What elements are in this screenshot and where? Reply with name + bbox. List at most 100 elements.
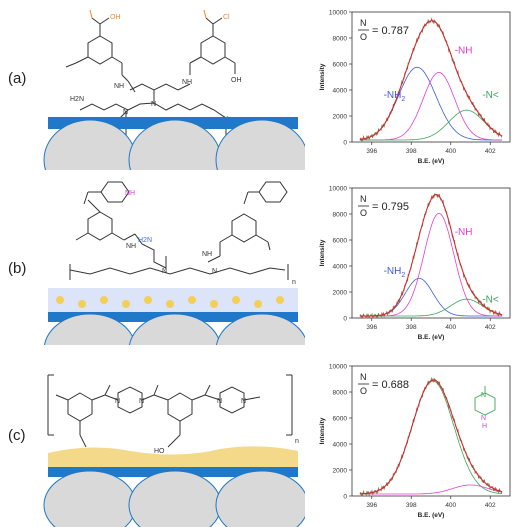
x-tick-label: 402 (485, 324, 496, 331)
substrate-bead-c2 (128, 470, 222, 527)
envelope-fit-curve (359, 20, 503, 140)
peak-label: -NH2 (384, 90, 406, 103)
x-axis-label: B.E. (eV) (418, 512, 445, 519)
x-axis-label: B.E. (eV) (418, 334, 445, 341)
y-tick-label: 4000 (333, 88, 348, 95)
peak-curve (359, 484, 503, 495)
x-tick-label: 398 (406, 324, 417, 331)
piperazine-inset-icon (474, 386, 496, 416)
y-tick-label: 8000 (333, 212, 348, 219)
x-tick-label: 398 (406, 502, 417, 509)
n-label-c3: N (217, 398, 222, 405)
peak-label: -NH2 (384, 266, 406, 279)
n-label-b1: N (162, 268, 167, 275)
ratio-numerator: N (360, 372, 367, 382)
x-tick-label: 402 (485, 148, 496, 155)
ratio-value: = 0.688 (372, 379, 409, 391)
x-tick-label: 396 (366, 324, 377, 331)
substrate-bead-b1 (43, 313, 137, 345)
x-tick-label: 398 (406, 148, 417, 155)
y-tick-label: 4000 (333, 264, 348, 271)
h2n-label: H2N (70, 96, 84, 103)
y-axis-label: Intensity (319, 239, 326, 266)
oh-label-right: OH (231, 77, 242, 84)
x-tick-label: 400 (445, 502, 456, 509)
oh-label-orange: OH (110, 14, 121, 21)
x-tick-label: 396 (366, 148, 377, 155)
h2n-label-blue: H2N (138, 237, 152, 244)
y-tick-label: 2000 (333, 290, 348, 297)
n-label-b2: N (212, 268, 217, 275)
nh-label-right: NH (182, 79, 192, 86)
benzene-ring-b-right (231, 213, 257, 243)
y-tick-label: 6000 (333, 62, 348, 69)
plot-frame (351, 187, 511, 319)
panel-label-b: (b) (8, 260, 27, 277)
y-tick-label: 10000 (329, 10, 347, 17)
plot-frame (351, 11, 511, 143)
inset-h-label: H (482, 423, 487, 430)
y-axis-label: Intensity (319, 63, 326, 90)
nh-label-chain: NH (126, 243, 136, 250)
x-tick-label: 400 (445, 324, 456, 331)
nh-label-left: NH (114, 83, 124, 90)
y-tick-label: 0 (343, 316, 347, 323)
y-tick-label: 8000 (333, 390, 348, 397)
ratio-numerator: N (360, 18, 367, 28)
nh-label-chain-right: NH (202, 251, 212, 258)
repeat-subscript-b: n (292, 279, 296, 286)
y-tick-label: 2000 (333, 468, 348, 475)
ratio-value: = 0.787 (372, 25, 409, 37)
n-label-c4: N (241, 398, 246, 405)
piperazine-ring-c2 (219, 386, 245, 414)
y-tick-label: 6000 (333, 416, 348, 423)
benzene-ring-c1 (67, 392, 93, 422)
schematic-c: N N N N HO n (43, 374, 305, 527)
y-tick-label: 0 (343, 140, 347, 147)
schematic-a: OH Cl OH NH NH H2N N N N (43, 9, 305, 170)
peak-label: -N< (482, 294, 499, 305)
repeat-subscript-c: n (295, 438, 299, 445)
benzene-ring-left (65, 17, 136, 93)
x-tick-label: 402 (485, 502, 496, 509)
substrate-bead-b2 (128, 313, 222, 345)
panel-label-a: (a) (8, 70, 27, 87)
inset-n-label: N (481, 392, 486, 399)
benzene-ring-right (189, 17, 236, 75)
inset-n-label: N (481, 415, 486, 422)
ratio-denominator: O (360, 32, 367, 42)
coating-layer-b (48, 288, 298, 312)
xps-plot-b: 0 2000 4000 6000 8000 10000 396 398 400 402 B.E. (… (319, 186, 511, 341)
schematic-b: NH NH NH H2N N N n (43, 181, 305, 345)
nh-label-pink: NH (125, 190, 135, 197)
piperazine-ring-right (258, 181, 288, 203)
substrate-bead-b3 (215, 313, 305, 345)
ho-label: HO (154, 448, 165, 455)
y-tick-label: 0 (343, 494, 347, 501)
benzene-ring-b-left (87, 211, 113, 241)
xps-plot-a: 0 2000 4000 6000 8000 10000 396 398 400 402 B.E. (… (319, 10, 511, 165)
n-label-c2: N (139, 398, 144, 405)
substrate-bead-c1 (43, 470, 137, 527)
y-tick-label: 8000 (333, 36, 348, 43)
envelope-fit-curve (359, 379, 503, 495)
peak-label: -NH (455, 227, 473, 238)
xps-plot-c: 0 2000 4000 6000 8000 10000 396 398 400 402 B.E. (… (319, 364, 511, 519)
y-tick-label: 10000 (329, 364, 347, 371)
piperazine-ring-c1 (117, 386, 143, 414)
x-axis-label: B.E. (eV) (418, 158, 445, 165)
y-tick-label: 6000 (333, 238, 348, 245)
y-tick-label: 4000 (333, 442, 348, 449)
nanoparticle-dots (56, 296, 284, 308)
y-axis-label: Intensity (319, 417, 326, 444)
substrate-bead-c3 (215, 470, 305, 527)
n-label-c1: N (115, 398, 120, 405)
panel-label-c: (c) (8, 427, 26, 444)
ratio-denominator: O (360, 208, 367, 218)
peak-label: -N< (482, 90, 499, 101)
ratio-denominator: O (360, 386, 367, 396)
peak-curve (359, 109, 503, 141)
substrate-bead-a3 (215, 119, 305, 170)
cl-label-orange: Cl (223, 14, 230, 21)
envelope-fit-curve (359, 194, 503, 317)
